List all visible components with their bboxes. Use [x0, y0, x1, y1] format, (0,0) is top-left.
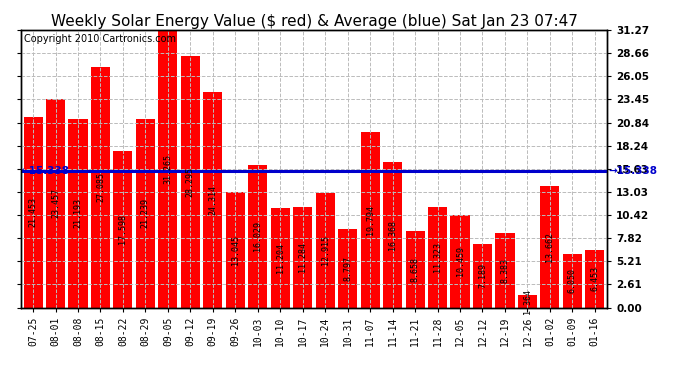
- Text: 12.915: 12.915: [321, 235, 330, 265]
- Bar: [270, 208, 290, 308]
- Bar: [46, 99, 65, 308]
- Bar: [113, 152, 132, 308]
- Bar: [204, 92, 222, 308]
- Text: 1.364: 1.364: [523, 289, 532, 314]
- Text: 7.189: 7.189: [478, 263, 487, 288]
- Text: 6.453: 6.453: [591, 266, 600, 291]
- Title: Weekly Solar Energy Value ($ red) & Average (blue) Sat Jan 23 07:47: Weekly Solar Energy Value ($ red) & Aver…: [50, 14, 578, 29]
- Bar: [293, 207, 313, 308]
- Text: 19.794: 19.794: [366, 205, 375, 235]
- Bar: [158, 30, 177, 308]
- Bar: [518, 296, 537, 307]
- Bar: [315, 193, 335, 308]
- Text: 11.284: 11.284: [298, 242, 307, 272]
- Text: 21.453: 21.453: [28, 197, 37, 227]
- Text: →15.338: →15.338: [609, 166, 658, 176]
- Bar: [68, 119, 88, 308]
- Text: 8.797: 8.797: [343, 256, 352, 281]
- Text: 21.239: 21.239: [141, 198, 150, 228]
- Text: 10.459: 10.459: [455, 246, 464, 276]
- Text: 27.085: 27.085: [96, 172, 105, 202]
- Text: ←15.338: ←15.338: [20, 166, 69, 176]
- Text: 16.029: 16.029: [253, 221, 262, 251]
- Text: 8.658: 8.658: [411, 256, 420, 282]
- Text: 23.457: 23.457: [51, 188, 60, 218]
- Bar: [540, 186, 560, 308]
- Bar: [428, 207, 447, 308]
- Text: 16.368: 16.368: [388, 220, 397, 250]
- Text: 11.323: 11.323: [433, 242, 442, 272]
- Text: 11.204: 11.204: [276, 243, 285, 273]
- Bar: [91, 67, 110, 308]
- Bar: [226, 192, 245, 308]
- Bar: [338, 230, 357, 308]
- Bar: [495, 233, 515, 308]
- Bar: [23, 117, 43, 308]
- Text: 8.383: 8.383: [500, 258, 509, 283]
- Text: 6.050: 6.050: [568, 268, 577, 293]
- Bar: [248, 165, 267, 308]
- Text: 17.598: 17.598: [119, 214, 128, 244]
- Bar: [585, 250, 604, 307]
- Bar: [361, 132, 380, 308]
- Bar: [563, 254, 582, 308]
- Bar: [383, 162, 402, 308]
- Bar: [181, 56, 200, 308]
- Text: Copyright 2010 Cartronics.com: Copyright 2010 Cartronics.com: [23, 34, 176, 44]
- Text: 13.045: 13.045: [230, 235, 240, 265]
- Bar: [136, 119, 155, 308]
- Bar: [473, 244, 492, 308]
- Bar: [451, 214, 470, 308]
- Text: 13.662: 13.662: [545, 232, 554, 262]
- Text: 21.193: 21.193: [74, 198, 83, 228]
- Text: 31.265: 31.265: [164, 154, 172, 184]
- Bar: [406, 231, 424, 308]
- Text: 28.295: 28.295: [186, 167, 195, 197]
- Text: 24.314: 24.314: [208, 184, 217, 214]
